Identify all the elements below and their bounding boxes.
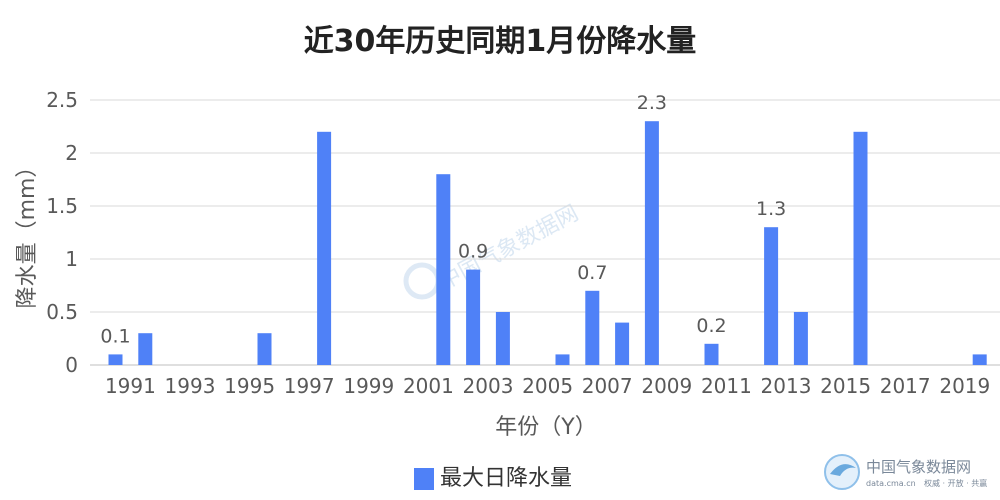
chart-title: 近30年历史同期1月份降水量 — [304, 24, 697, 59]
logo-slogan: 权威 · 开放 · 共赢 — [924, 478, 987, 488]
watermark: 中国气象数据网 — [403, 201, 583, 300]
bar — [466, 269, 481, 365]
x-tick-label: 1993 — [165, 374, 216, 398]
bar — [257, 333, 272, 365]
bar — [555, 354, 570, 365]
legend-label: 最大日降水量 — [440, 466, 572, 491]
bar — [853, 131, 868, 365]
bar — [704, 343, 719, 365]
x-tick-label: 2001 — [403, 374, 454, 398]
x-tick-labels: 1991 1993 1995 1997 1999 2001 2003 2005 2007 2009… — [105, 374, 990, 398]
y-tick-labels: 0 0.5 1 1.5 2 2.5 — [46, 88, 78, 377]
bar — [495, 312, 510, 365]
x-tick-label: 1997 — [284, 374, 335, 398]
y-tick-label: 2 — [65, 141, 78, 165]
x-tick-label: 1999 — [343, 374, 394, 398]
bar — [644, 121, 659, 365]
x-axis-title: 年份（Y） — [495, 415, 596, 440]
data-label: 2.3 — [637, 92, 667, 114]
x-tick-label: 2011 — [701, 374, 752, 398]
bar — [615, 322, 630, 365]
x-tick-label: 2007 — [582, 374, 633, 398]
watermark-icon — [403, 262, 441, 300]
bar — [436, 174, 451, 365]
legend: 最大日降水量 — [414, 466, 572, 491]
y-tick-label: 0.5 — [46, 300, 78, 324]
bar — [764, 227, 779, 365]
bar — [585, 290, 600, 365]
x-tick-label: 2019 — [939, 374, 990, 398]
x-tick-label: 2003 — [463, 374, 514, 398]
x-tick-label: 2015 — [820, 374, 871, 398]
logo: 中国气象数据网 data.cma.cn 权威 · 开放 · 共赢 — [824, 454, 987, 490]
x-tick-label: 2013 — [761, 374, 812, 398]
y-axis-title: 降水量（mm） — [15, 156, 40, 309]
bar — [138, 333, 153, 365]
x-tick-label: 2005 — [522, 374, 573, 398]
x-tick-label: 2009 — [641, 374, 692, 398]
logo-name: 中国气象数据网 — [866, 458, 971, 476]
x-tick-label: 1991 — [105, 374, 156, 398]
y-tick-label: 2.5 — [46, 88, 78, 112]
bar — [972, 354, 987, 365]
legend-swatch — [414, 468, 434, 490]
data-label: 0.2 — [696, 315, 726, 337]
x-tick-label: 1995 — [224, 374, 275, 398]
data-label: 0.9 — [458, 241, 488, 263]
data-label: 0.1 — [100, 325, 130, 347]
data-label: 0.7 — [577, 262, 607, 284]
gridlines — [90, 99, 1000, 366]
data-labels: 0.1 0.9 0.7 2.3 0.2 1.3 — [100, 92, 786, 347]
y-tick-label: 1 — [65, 247, 78, 271]
x-tick-label: 2017 — [880, 374, 931, 398]
y-tick-label: 0 — [65, 353, 78, 377]
logo-url: data.cma.cn — [866, 479, 916, 488]
bar — [793, 312, 808, 365]
bar — [317, 131, 332, 365]
y-tick-label: 1.5 — [46, 194, 78, 218]
bar-series — [108, 121, 987, 365]
bar — [108, 354, 123, 365]
data-label: 1.3 — [756, 198, 786, 220]
